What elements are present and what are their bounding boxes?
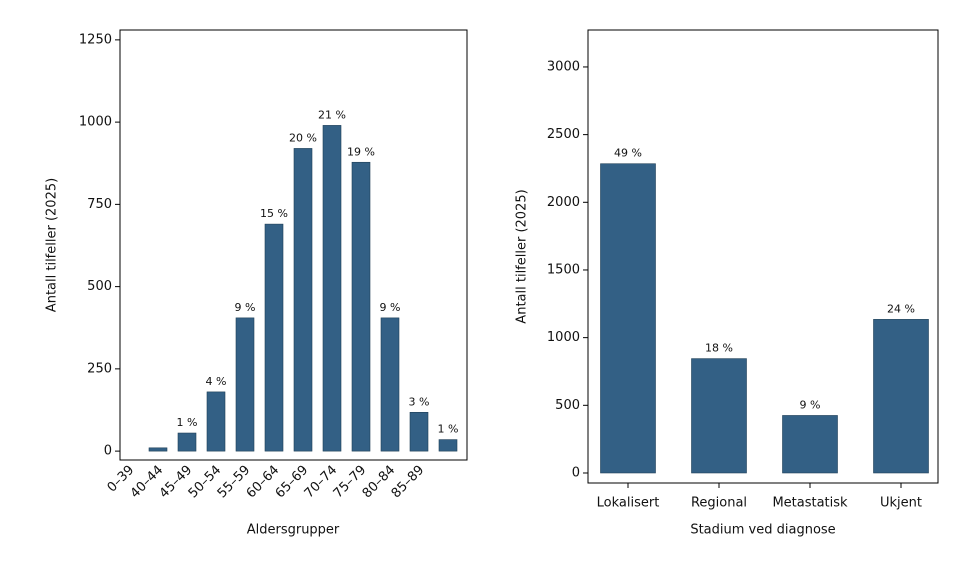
bar [782, 415, 838, 474]
bar [264, 223, 284, 452]
value-label: 18 % [705, 342, 733, 355]
plot-frame [587, 29, 939, 484]
x-axis-label: Aldersgrupper [247, 523, 340, 538]
value-label: 15 % [260, 207, 288, 220]
x-tick-label: 85–89 [389, 463, 428, 502]
y-tick-label: 500 [555, 398, 580, 413]
value-label: 24 % [887, 302, 915, 315]
bar [177, 432, 197, 452]
bar [600, 163, 656, 474]
y-axis-label: Antall tilfeller (2025) [45, 178, 60, 312]
bar [873, 319, 929, 474]
y-tick-label: 0 [572, 465, 580, 480]
y-tick-label: 3000 [547, 59, 580, 74]
x-tick-label: Regional [691, 496, 747, 511]
y-tick-label: 750 [87, 197, 112, 212]
x-tick-label: Lokalisert [597, 496, 660, 511]
value-label: 20 % [289, 131, 317, 144]
y-axis-label: Antall tilfeller (2025) [515, 189, 530, 323]
y-tick-label: 2500 [547, 127, 580, 142]
value-label: 9 % [380, 301, 401, 314]
value-label: 9 % [235, 301, 256, 314]
y-tick-label: 2000 [547, 195, 580, 210]
bar [206, 391, 226, 452]
value-label: 1 % [438, 423, 459, 436]
x-axis-label: Stadium ved diagnose [690, 523, 835, 538]
bar [322, 125, 342, 452]
x-tick-label: Ukjent [880, 496, 922, 511]
x-tick-label: Metastatisk [772, 496, 848, 511]
value-label: 21 % [318, 108, 346, 121]
value-label: 49 % [614, 147, 642, 160]
y-tick-label: 1000 [547, 330, 580, 345]
bar [148, 447, 168, 452]
value-label: 4 % [206, 375, 227, 388]
bar [438, 439, 458, 452]
y-tick-label: 1500 [547, 262, 580, 277]
value-label: 1 % [177, 416, 198, 429]
bar [380, 317, 400, 452]
bar [235, 317, 255, 452]
bar [293, 148, 313, 452]
value-label: 19 % [347, 145, 375, 158]
bar [409, 411, 429, 452]
bar [691, 358, 747, 474]
bar [351, 161, 371, 452]
value-label: 3 % [409, 395, 430, 408]
plot-frame [119, 29, 468, 461]
y-tick-label: 0 [104, 444, 112, 459]
y-tick-label: 500 [87, 279, 112, 294]
value-label: 9 % [800, 398, 821, 411]
y-tick-label: 250 [87, 361, 112, 376]
y-tick-label: 1250 [79, 32, 112, 47]
y-tick-label: 1000 [79, 115, 112, 130]
